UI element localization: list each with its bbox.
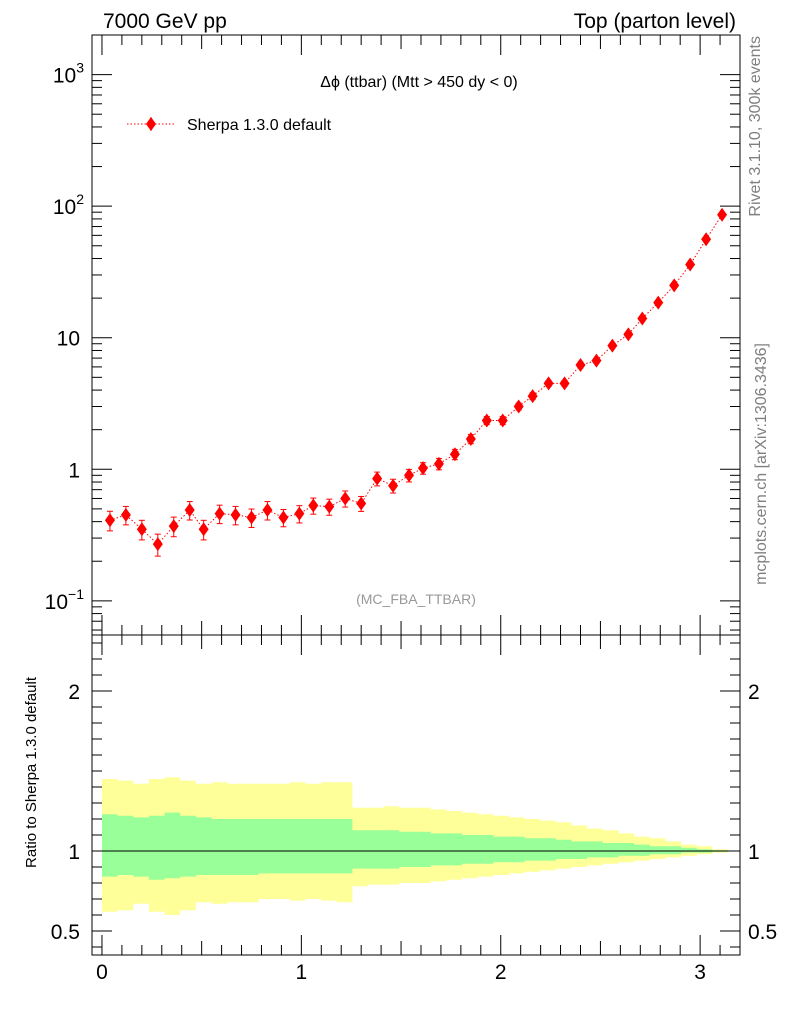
legend-entry: Sherpa 1.3.0 default xyxy=(187,117,332,134)
data-point xyxy=(230,507,241,522)
data-point xyxy=(591,353,602,368)
header-right: Top (parton level) xyxy=(574,10,736,33)
x-tick-label: 0 xyxy=(96,961,108,984)
data-point xyxy=(340,491,351,506)
x-tick-label: 3 xyxy=(694,961,706,984)
x-tick-label: 2 xyxy=(495,961,507,984)
data-point xyxy=(513,399,524,414)
header-left: 7000 GeV pp xyxy=(103,10,227,33)
data-point xyxy=(685,257,696,272)
ratio-y-tick-label: 1 xyxy=(68,841,80,864)
data-point xyxy=(449,447,460,462)
data-point xyxy=(120,507,131,522)
y-tick-label: 1 xyxy=(68,459,80,482)
y-tick-label: 10 xyxy=(57,328,80,351)
ratio-y-tick-label-right: 0.5 xyxy=(748,921,777,944)
data-point xyxy=(417,461,428,476)
analysis-tag: (MC_FBA_TTBAR) xyxy=(356,591,476,607)
ratio-panel: 0.5 0.5 1 1 2 2 0 1 2 3 Ratio to Sherpa 1.3.0 def… xyxy=(23,634,777,984)
ratio-frame xyxy=(91,634,741,956)
data-point xyxy=(623,327,634,342)
data-point xyxy=(717,207,728,222)
data-point xyxy=(184,503,195,518)
legend-marker xyxy=(146,117,156,131)
ratio-y-tick-label-right: 1 xyxy=(748,841,760,864)
data-point xyxy=(372,471,383,486)
y-tick-label: 10−1 xyxy=(45,586,85,614)
data-point xyxy=(262,503,273,518)
data-point xyxy=(104,513,115,528)
data-point xyxy=(324,499,335,514)
ratio-y-tick-label: 0.5 xyxy=(51,921,80,944)
data-point xyxy=(497,413,508,428)
data-point xyxy=(527,389,538,404)
ratio-y-tick-label: 2 xyxy=(68,681,80,704)
data-point xyxy=(214,506,225,521)
data-point xyxy=(278,510,289,525)
y-tick-label: 102 xyxy=(53,191,84,219)
data-point xyxy=(559,376,570,391)
data-point xyxy=(701,232,712,247)
chart-title: Δϕ (ttbar) (Mtt > 450 dy < 0) xyxy=(320,74,518,91)
data-point xyxy=(481,413,492,428)
x-tick-label: 1 xyxy=(296,961,308,984)
data-point xyxy=(152,537,163,552)
series-line xyxy=(109,214,723,545)
ratio-y-tick-label-right: 2 xyxy=(748,681,760,704)
data-point xyxy=(356,496,367,511)
data-point xyxy=(543,376,554,391)
data-point xyxy=(404,468,415,483)
legend: Sherpa 1.3.0 default xyxy=(127,117,332,134)
data-point xyxy=(308,498,319,513)
source-label: mcplots.cern.ch [arXiv:1306.3436] xyxy=(753,343,770,585)
data-point xyxy=(669,278,680,293)
series-sherpa xyxy=(104,207,728,557)
data-point xyxy=(168,519,179,534)
data-point xyxy=(198,522,209,537)
data-point xyxy=(388,478,399,493)
ratio-band-inner xyxy=(101,812,729,880)
main-panel: 10−1 1 10 102 103 Δϕ (ttbar) (Mtt > 450 dy <… xyxy=(45,34,741,636)
ratio-y-axis-label: Ratio to Sherpa 1.3.0 default xyxy=(23,676,40,868)
data-point xyxy=(433,456,444,471)
y-tick-label: 103 xyxy=(53,60,84,88)
data-point xyxy=(465,431,476,446)
data-point xyxy=(653,295,664,310)
data-point xyxy=(294,506,305,521)
data-point xyxy=(607,338,618,353)
data-point xyxy=(637,311,648,326)
rivet-label: Rivet 3.1.10, 300k events xyxy=(747,36,764,217)
data-point xyxy=(575,358,586,373)
data-point xyxy=(136,522,147,537)
data-point xyxy=(246,510,257,525)
